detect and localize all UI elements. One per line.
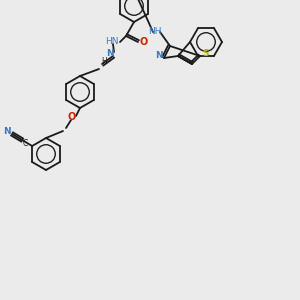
Text: NH: NH xyxy=(148,28,162,37)
Text: N: N xyxy=(3,127,11,136)
Text: C: C xyxy=(22,139,28,148)
Text: O: O xyxy=(68,112,76,122)
Text: O: O xyxy=(140,37,148,47)
Text: N: N xyxy=(106,50,114,58)
Text: N: N xyxy=(155,52,163,61)
Text: HN: HN xyxy=(105,37,119,46)
Text: H: H xyxy=(101,56,107,65)
Text: S: S xyxy=(203,50,209,58)
